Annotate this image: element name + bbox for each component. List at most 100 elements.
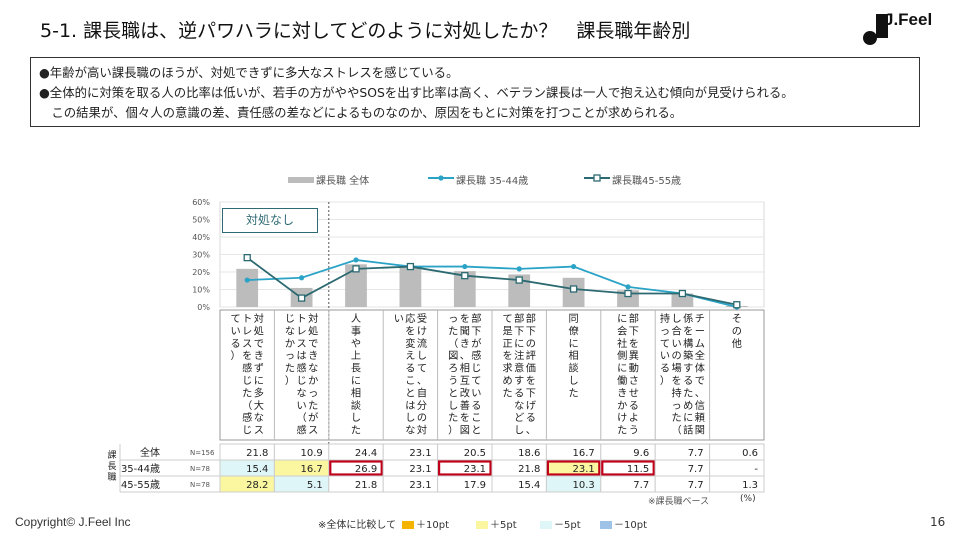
category-label-char: っ: [672, 401, 682, 412]
category-label-char: ）: [231, 350, 241, 362]
category-label-char: た: [503, 387, 513, 399]
category-label-char: 部: [629, 312, 639, 325]
category-label-char: き: [254, 350, 264, 362]
category-label-char: の: [672, 351, 682, 362]
category-label-char: に: [569, 338, 579, 350]
color-key-prefix: ※全体に比較して: [318, 520, 397, 531]
color-swatch: [476, 521, 488, 529]
category-label-char: 価: [526, 362, 536, 375]
category-label-char: ス: [254, 426, 264, 437]
row-n: N=156: [190, 449, 215, 457]
category-label-char: ス: [308, 426, 318, 437]
category-label-char: る: [629, 400, 639, 412]
row-group-label-char: 課: [107, 449, 116, 461]
data-point: [625, 284, 631, 290]
category-label-char: 相: [569, 349, 579, 362]
category-label-char: し: [514, 425, 524, 437]
color-swatch: [540, 521, 552, 529]
category-label-char: に: [617, 363, 627, 375]
row-n: N=78: [190, 481, 210, 489]
highlight-box: [601, 460, 655, 476]
table-cell-value: 21.8: [355, 480, 377, 491]
category-label-char: じ: [242, 425, 252, 437]
category-label-char: か: [308, 375, 318, 387]
category-label-char: 合: [672, 324, 682, 337]
category-label-char: 感: [471, 349, 481, 362]
category-label-char: 、: [460, 351, 470, 362]
category-label-char: と: [448, 387, 458, 399]
category-label-char: う: [629, 425, 639, 437]
category-label-char: 分: [417, 400, 427, 412]
category-label-char: 互: [460, 375, 470, 387]
highlight-box: [329, 460, 383, 476]
category-label-char: の: [732, 326, 742, 337]
category-label-char: 談: [569, 362, 579, 375]
category-label-char: な: [285, 325, 295, 337]
category-label-char: た: [351, 425, 361, 437]
table-cell-value: 7.7: [633, 480, 649, 491]
legend-line-swatch: [428, 175, 454, 181]
data-point: [406, 262, 415, 271]
category-label-char: た: [242, 387, 252, 399]
data-point: [569, 285, 578, 293]
highlight-box: [438, 460, 492, 476]
data-point: [243, 253, 251, 262]
category-label-char: け: [417, 325, 427, 337]
category-label-char: な: [254, 412, 264, 424]
category-label-char: を: [683, 325, 693, 337]
category-label-char: 図: [460, 425, 470, 437]
category-label-char: っ: [660, 326, 670, 337]
y-tick-label: 50%: [192, 216, 210, 225]
category-label-char: な: [514, 400, 524, 412]
category-label-char: で: [695, 376, 705, 387]
category-label-char: 社: [617, 337, 627, 350]
category-label-char: め: [503, 375, 513, 387]
category-label-char: す: [683, 363, 693, 375]
category-label-char: 全: [695, 349, 705, 362]
category-label-char: 部: [514, 312, 524, 325]
category-label-char: 、: [417, 376, 427, 387]
data-point: [462, 263, 468, 270]
table-cell-value: 11.5: [627, 464, 649, 475]
category-label-char: ム: [695, 338, 705, 350]
category-label-char: よ: [629, 412, 639, 424]
category-label-char: 体: [695, 363, 705, 375]
category-label-char: ）: [448, 425, 458, 437]
table-cell-value: 1.3: [742, 480, 758, 491]
category-label-char: し: [351, 412, 361, 424]
color-key-item: ＋10pt: [402, 516, 449, 531]
category-label-char: 図: [448, 350, 458, 362]
category-label-char: し: [569, 375, 579, 387]
category-label-char: （: [297, 412, 307, 424]
category-label-char: 評: [526, 349, 536, 362]
category-label-char: い: [471, 388, 481, 399]
category-label-char: し: [672, 313, 682, 325]
summary-line: この結果が、個々人の意識の差、責任感の差などによるものなのか、原因をもとに対策を…: [39, 105, 683, 120]
category-label-char: 改: [460, 386, 470, 399]
category-label-char: 善: [460, 399, 470, 412]
category-label-char: ス: [242, 339, 252, 350]
category-label-char: 信: [695, 400, 705, 412]
category-label-char: 長: [351, 363, 361, 375]
category-label-char: じ: [242, 375, 252, 387]
row-group-label-char: 職: [107, 472, 116, 483]
category-label-char: そ: [732, 313, 742, 325]
legend-line-swatch: [584, 174, 610, 182]
annotation-box: 対処なし: [222, 208, 318, 233]
category-label-char: て: [660, 339, 670, 350]
category-label-char: を: [503, 350, 513, 362]
category-label-char: 聞: [460, 325, 470, 337]
category-label-char: 対: [254, 312, 264, 325]
category-label-char: は: [405, 400, 415, 412]
table-cell-value: 23.1: [409, 464, 431, 475]
category-label-char: た: [308, 400, 318, 412]
color-key-item: －10pt: [600, 516, 647, 531]
category-label-char: き: [308, 350, 318, 362]
category-label-char: い: [231, 326, 241, 337]
category-label-char: 相: [460, 362, 470, 375]
table-cell-value: 16.7: [301, 464, 323, 475]
category-label-char: い: [672, 339, 682, 350]
category-label-char: る: [471, 400, 481, 412]
table-cell-value: 21.8: [246, 448, 268, 459]
